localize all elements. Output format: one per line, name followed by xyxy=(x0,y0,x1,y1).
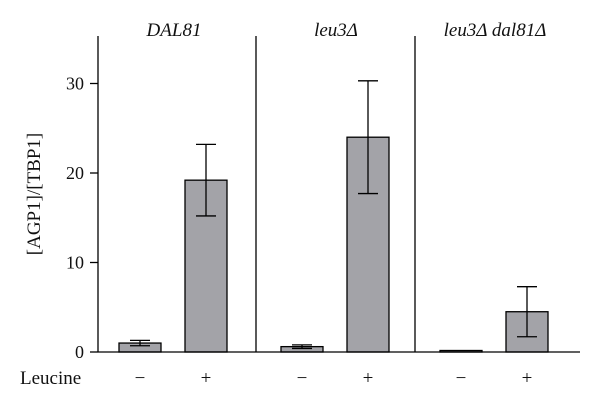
bars xyxy=(118,80,549,353)
y-tick-label: 20 xyxy=(66,163,84,183)
leucine-condition-label: − xyxy=(135,368,146,389)
leucine-condition-label: + xyxy=(522,368,533,389)
leucine-condition-label: + xyxy=(201,368,212,389)
leucine-row-label: Leucine xyxy=(20,368,81,389)
group-label: DAL81 xyxy=(146,20,202,41)
group-dividers xyxy=(255,36,416,352)
leucine-condition-labels: − + − + − + xyxy=(135,368,533,389)
y-axis: 0 10 20 30 xyxy=(66,36,99,362)
y-axis-label: [AGP1]/[TBP1] xyxy=(24,133,45,255)
group-label: leu3Δ dal81Δ xyxy=(444,20,547,41)
group-labels: DAL81 leu3Δ leu3Δ dal81Δ xyxy=(146,20,547,41)
y-tick-label: 30 xyxy=(66,74,84,94)
leucine-condition-label: − xyxy=(456,368,467,389)
group-label: leu3Δ xyxy=(314,20,358,41)
leucine-condition-label: + xyxy=(363,368,374,389)
leucine-condition-label: − xyxy=(297,368,308,389)
y-tick-label: 0 xyxy=(75,342,84,362)
y-tick-label: 10 xyxy=(66,253,84,273)
